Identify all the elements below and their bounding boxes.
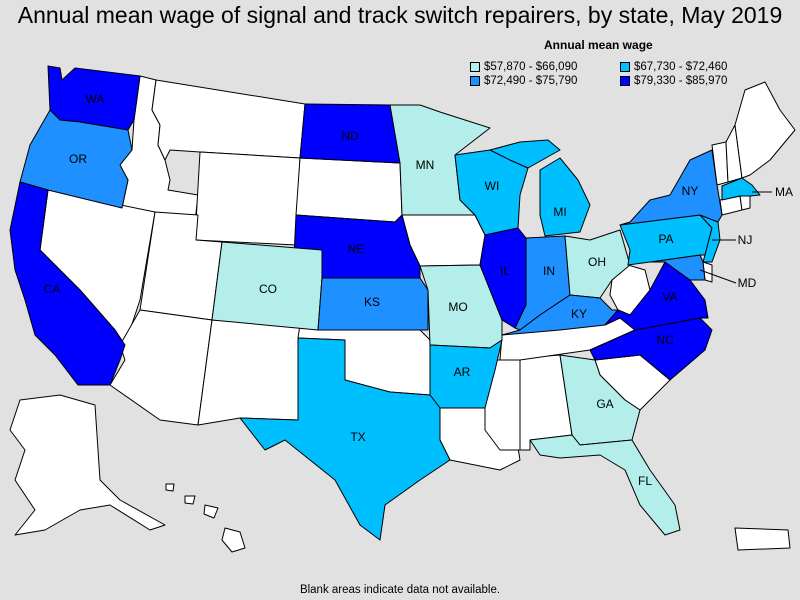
state-HI-kauai[interactable] (165, 483, 175, 492)
legend-item-4: $79,330 - $85,970 (620, 75, 770, 87)
state-OR[interactable] (19, 109, 133, 209)
label-ne: NE (348, 242, 365, 256)
state-MT[interactable] (151, 79, 306, 161)
legend-item-3: $72,490 - $75,790 (470, 75, 620, 87)
legend-item-2: $67,730 - $72,460 (620, 61, 770, 73)
state-NM[interactable] (197, 319, 301, 426)
label-ca: CA (44, 282, 61, 296)
state-KY[interactable] (501, 294, 619, 336)
legend-label-2: $67,730 - $72,460 (634, 61, 728, 73)
state-CA[interactable] (9, 181, 126, 386)
label-nd: ND (341, 129, 359, 143)
territory-PR[interactable] (734, 527, 791, 551)
legend-swatch-2 (620, 62, 630, 72)
no-data-states (9, 75, 796, 553)
map-title: Annual mean wage of signal and track swi… (17, 2, 783, 28)
label-or: OR (69, 152, 87, 166)
data-states (9, 65, 761, 541)
label-wa: WA (86, 92, 105, 106)
state-TX[interactable] (239, 337, 451, 541)
state-WY[interactable] (194, 151, 301, 246)
label-ks: KS (364, 295, 380, 309)
legend: Annual mean wage $57,870 - $66,090 $67,7… (470, 38, 790, 87)
label-nc: NC (656, 333, 674, 347)
label-va: VA (662, 290, 677, 304)
label-ma: MA (775, 185, 793, 199)
state-RI[interactable] (739, 195, 751, 211)
label-ga: GA (596, 397, 613, 411)
label-fl: FL (638, 474, 652, 488)
legend-label-4: $79,330 - $85,970 (634, 75, 728, 87)
label-tx: TX (350, 430, 365, 444)
label-mi: MI (553, 205, 566, 219)
label-ky: KY (571, 307, 587, 321)
label-il: IL (500, 264, 510, 278)
label-nj: NJ (738, 233, 753, 247)
state-MI-upper[interactable] (489, 139, 561, 169)
leader-md (699, 269, 737, 284)
state-VA[interactable] (604, 261, 709, 331)
label-ny: NY (682, 184, 699, 198)
legend-swatch-4 (620, 76, 630, 86)
label-leaders (699, 191, 772, 284)
legend-items: $57,870 - $66,090 $67,730 - $72,460 $72,… (470, 61, 790, 87)
state-NJ[interactable] (699, 214, 721, 263)
state-MA[interactable] (721, 177, 761, 201)
state-AK[interactable] (9, 394, 166, 536)
legend-title: Annual mean wage (544, 38, 653, 52)
label-ar: AR (454, 365, 471, 379)
label-pa: PA (658, 232, 673, 246)
legend-item-1: $57,870 - $66,090 (470, 61, 620, 73)
state-NY[interactable] (619, 149, 723, 226)
state-SD[interactable] (295, 157, 403, 223)
state-HI-oahu[interactable] (184, 495, 196, 505)
label-md: MD (738, 276, 757, 290)
label-mo: MO (448, 300, 467, 314)
legend-swatch-3 (470, 76, 480, 86)
label-co: CO (259, 282, 277, 296)
state-KS[interactable] (317, 277, 429, 331)
legend-label-3: $72,490 - $75,790 (484, 75, 578, 87)
state-ME[interactable] (734, 81, 796, 179)
legend-swatch-1 (470, 62, 480, 72)
state-MI[interactable] (539, 157, 591, 237)
state-HI-big[interactable] (221, 527, 246, 553)
state-FL[interactable] (529, 434, 681, 536)
legend-label-1: $57,870 - $66,090 (484, 61, 578, 73)
label-in: IN (543, 264, 555, 278)
label-mn: MN (416, 158, 435, 172)
state-HI-maui[interactable] (203, 504, 219, 519)
label-wi: WI (485, 179, 500, 193)
footnote: Blank areas indicate data not available. (299, 584, 501, 596)
state-labels: WA OR CA ND MN NE CO KS MO WI IL MI IN O… (44, 92, 793, 488)
label-oh: OH (588, 255, 606, 269)
